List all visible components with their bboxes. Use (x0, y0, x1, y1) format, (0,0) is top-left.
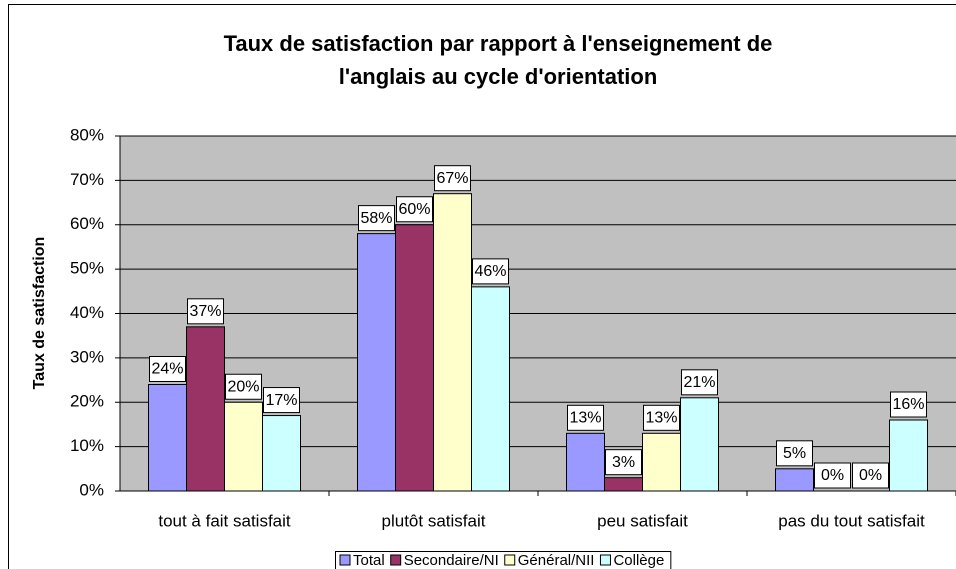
data-label-box (396, 196, 433, 223)
y-tick-label: 30% (70, 347, 104, 366)
legend-swatch (339, 554, 351, 566)
legend: Total Secondaire/NI Général/NII Collège (335, 551, 672, 569)
data-label-box (149, 356, 186, 382)
bar (775, 468, 814, 492)
y-tick-label: 60% (70, 214, 104, 233)
data-label-box (263, 387, 300, 414)
legend-label: Total (353, 552, 385, 569)
legend-label: Secondaire/NI (404, 552, 499, 569)
data-label-box (472, 258, 509, 285)
bar (186, 326, 225, 492)
legend-label: Général/NII (518, 552, 595, 569)
data-label-box (187, 298, 224, 325)
data-label: 67% (436, 170, 468, 187)
legend-label: Collège (613, 552, 664, 569)
y-tick-label: 0% (79, 480, 104, 499)
bar (471, 286, 510, 492)
data-label-group: 5% (776, 440, 813, 467)
data-label: 37% (189, 303, 221, 320)
data-label-group: 0% (814, 462, 851, 489)
legend-swatch (504, 554, 516, 566)
legend-swatch (390, 554, 402, 566)
bar (224, 401, 263, 492)
data-label-group: 0% (852, 462, 889, 489)
bar (889, 419, 928, 492)
data-label-box (776, 440, 813, 467)
bar (357, 233, 396, 492)
legend-swatch (599, 554, 611, 566)
data-label: 13% (645, 410, 677, 427)
x-tick-label: plutôt satisfait (382, 511, 486, 530)
data-label-group: 16% (890, 391, 927, 418)
data-label: 0% (859, 467, 882, 484)
data-label-box (814, 462, 851, 489)
x-tick-label: tout à fait satisfait (158, 511, 291, 530)
data-label: 58% (360, 210, 392, 227)
data-label: 46% (474, 263, 506, 280)
y-tick-label: 10% (70, 436, 104, 455)
data-label-box (643, 404, 680, 431)
x-tick-label: peu satisfait (597, 511, 688, 530)
data-label: 20% (227, 378, 259, 395)
data-label-group: 13% (567, 404, 604, 431)
data-label-group: 17% (263, 387, 300, 414)
data-label-box (681, 369, 718, 396)
bar (395, 224, 434, 492)
data-label-box (225, 373, 262, 400)
data-label: 13% (569, 410, 601, 427)
data-label-box (605, 449, 642, 476)
bar (604, 477, 643, 492)
y-tick-label: 20% (70, 392, 104, 411)
bar (642, 432, 681, 492)
data-label: 17% (265, 392, 297, 409)
data-label: 5% (783, 445, 806, 462)
data-label-box (567, 404, 604, 431)
data-label-group: 13% (643, 404, 680, 431)
data-label: 0% (821, 467, 844, 484)
data-label-group: 60% (396, 196, 433, 223)
y-tick-label: 50% (70, 259, 104, 278)
y-tick-label: 80% (70, 125, 104, 144)
bar (433, 193, 472, 492)
data-label-box (890, 391, 927, 418)
data-label-group: 24% (149, 356, 186, 382)
data-label: 60% (398, 201, 430, 218)
data-label: 3% (612, 454, 635, 471)
y-axis-title: Taux de satisfaction (31, 237, 48, 390)
x-tick-label: pas du tout satisfait (778, 511, 925, 530)
data-label-group: 58% (358, 205, 395, 232)
data-label-group: 21% (681, 369, 718, 396)
data-label-group: 3% (605, 449, 642, 476)
data-label-group: 67% (434, 165, 471, 192)
data-label: 24% (151, 361, 183, 378)
data-label-group: 46% (472, 258, 509, 285)
data-label: 16% (892, 396, 924, 413)
data-label-group: 37% (187, 298, 224, 325)
bar (680, 397, 719, 492)
bar (262, 415, 301, 492)
data-label: 21% (683, 374, 715, 391)
data-label-box (358, 205, 395, 232)
bar (566, 432, 605, 492)
legend-box (335, 551, 672, 569)
y-tick-label: 40% (70, 303, 104, 322)
data-label-group: 20% (225, 373, 262, 400)
chart-title: Taux de satisfaction par rapport à l'ens… (224, 31, 773, 89)
y-tick-label: 70% (70, 170, 104, 189)
bar (148, 384, 187, 492)
data-label-box (852, 462, 889, 489)
data-label-box (434, 165, 471, 192)
